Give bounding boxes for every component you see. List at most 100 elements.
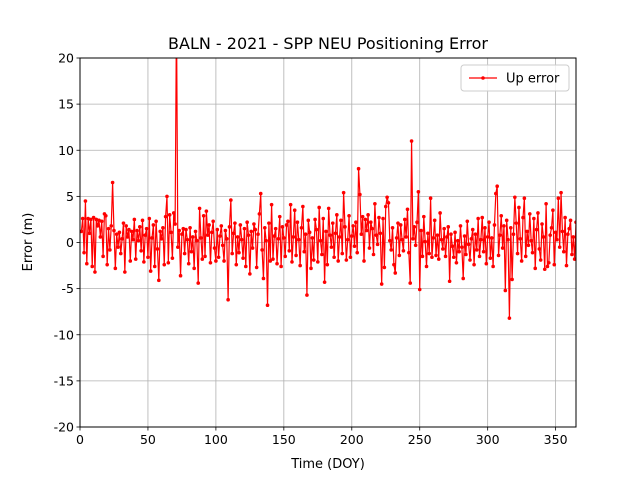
data-point (484, 261, 489, 266)
data-point (186, 261, 191, 266)
data-point (136, 238, 141, 243)
data-point (503, 288, 508, 293)
data-point (125, 235, 130, 239)
data-point (321, 216, 326, 221)
data-point (489, 236, 494, 240)
data-point (231, 231, 236, 236)
data-point (379, 282, 384, 286)
data-point (555, 237, 559, 242)
data-point (93, 270, 97, 274)
x-tick-label: 150 (272, 432, 296, 447)
data-point (245, 220, 249, 225)
data-point (131, 237, 135, 242)
data-point (123, 270, 127, 274)
data-point (104, 213, 108, 218)
data-point (540, 222, 544, 226)
data-point (226, 297, 230, 302)
data-point (354, 220, 358, 225)
data-point (477, 254, 482, 259)
data-point (89, 217, 93, 222)
data-point (339, 218, 343, 223)
data-point (371, 252, 376, 257)
data-point (567, 226, 572, 231)
data-point (436, 257, 441, 261)
data-point (86, 216, 90, 221)
data-point (301, 204, 305, 209)
data-point (80, 216, 85, 221)
data-point (332, 255, 336, 260)
data-point (367, 246, 372, 250)
data-point (435, 233, 440, 237)
data-point (431, 236, 436, 240)
data-point (306, 218, 311, 223)
y-tick-label: 10 (58, 143, 74, 158)
data-point (154, 219, 158, 224)
data-point (91, 215, 96, 220)
data-point (197, 206, 202, 211)
data-point (356, 166, 361, 171)
data-point (283, 254, 287, 259)
data-point (454, 260, 459, 265)
data-point (519, 259, 524, 263)
y-tick-label: 20 (58, 51, 74, 66)
data-point (526, 243, 531, 248)
legend-label: Up error (506, 72, 560, 87)
data-point (184, 227, 188, 232)
data-point (479, 237, 483, 242)
data-point (109, 224, 114, 228)
data-point (510, 277, 514, 282)
data-point (518, 237, 523, 241)
data-point (223, 228, 228, 233)
data-point (553, 230, 558, 235)
data-point (152, 264, 157, 269)
data-point (243, 264, 248, 269)
data-point (298, 263, 302, 268)
data-point (151, 223, 156, 227)
data-point (146, 255, 150, 260)
data-point (106, 226, 111, 231)
data-point (468, 258, 472, 262)
data-point (427, 251, 432, 256)
data-point (446, 225, 451, 229)
data-point (547, 260, 551, 265)
data-point (451, 255, 456, 260)
data-point (420, 254, 425, 259)
data-point (135, 228, 139, 233)
data-point (124, 224, 129, 228)
data-point (113, 266, 118, 271)
data-point (307, 230, 312, 235)
data-point (408, 281, 413, 285)
data-point (491, 264, 495, 269)
data-point (139, 249, 143, 253)
data-point (284, 223, 289, 227)
data-point (272, 234, 277, 238)
data-point (215, 227, 220, 232)
data-point (288, 202, 293, 207)
data-point (218, 234, 222, 238)
data-point (105, 262, 109, 267)
x-tick-label: 350 (544, 432, 568, 447)
data-point (378, 231, 383, 236)
data-point (260, 248, 264, 252)
data-point (396, 221, 400, 225)
legend-box (460, 64, 570, 92)
data-point (162, 262, 167, 267)
data-point (127, 227, 131, 232)
data-point (466, 242, 471, 247)
data-point (529, 238, 533, 243)
data-point (273, 226, 278, 231)
x-tick-label: 250 (408, 432, 432, 447)
data-point (275, 261, 279, 266)
data-point (422, 214, 426, 219)
data-point (348, 255, 353, 260)
data-point (239, 237, 244, 242)
data-point (193, 229, 198, 234)
data-point (556, 196, 561, 201)
data-point (257, 212, 262, 216)
data-point (369, 220, 373, 225)
data-point (161, 225, 165, 230)
data-point (424, 264, 429, 269)
data-point (494, 191, 498, 196)
data-point (460, 245, 464, 249)
